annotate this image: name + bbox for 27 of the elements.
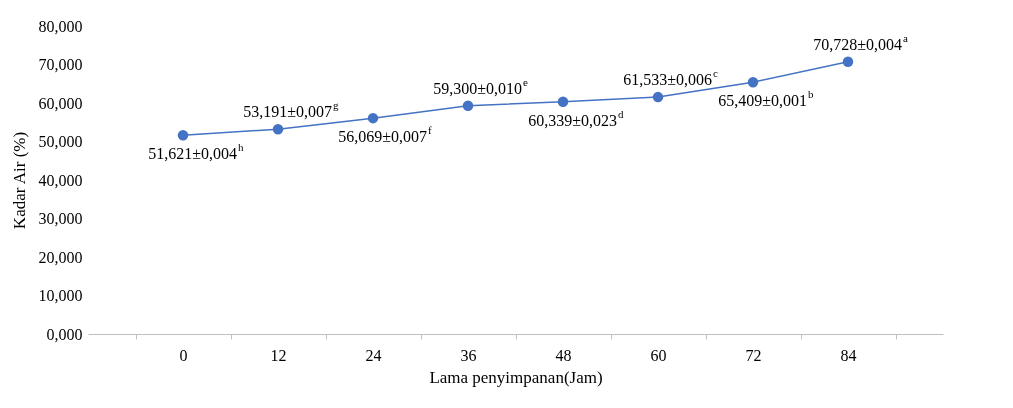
point	[557, 96, 569, 107]
y-tick-label: 40,000	[38, 171, 83, 189]
point	[462, 100, 474, 111]
y-tick-label: 30,000	[38, 210, 83, 227]
x-tick-label: 48	[555, 346, 572, 364]
y-tick-label: 70,000	[38, 56, 83, 73]
y-tick-label: 50,000	[38, 133, 83, 150]
y-tick-label: 20,000	[38, 248, 83, 266]
x-tick-label: 24	[365, 346, 382, 364]
y-tick-label: 10,000	[38, 287, 83, 304]
x-tick-label: 84	[840, 346, 857, 364]
x-tick-label: 72	[745, 346, 762, 364]
point	[272, 123, 284, 135]
point	[842, 56, 854, 67]
x-tick-label: 36	[460, 346, 477, 364]
y-tick-label: 80,000	[38, 17, 83, 35]
x-tick-label: 60	[650, 346, 667, 364]
point	[747, 76, 759, 88]
x-tick-label: 12	[270, 346, 287, 364]
point	[367, 112, 379, 124]
x-tick-label: 0	[179, 346, 188, 364]
y-tick-label: 0,000	[46, 325, 83, 343]
point	[177, 130, 189, 141]
x-axis-title: Lama penyimpanan(Jam)	[429, 367, 603, 387]
point	[652, 91, 664, 103]
y-axis-title: Kadar Air (%)	[9, 131, 29, 230]
y-tick-label: 60,000	[38, 94, 83, 112]
